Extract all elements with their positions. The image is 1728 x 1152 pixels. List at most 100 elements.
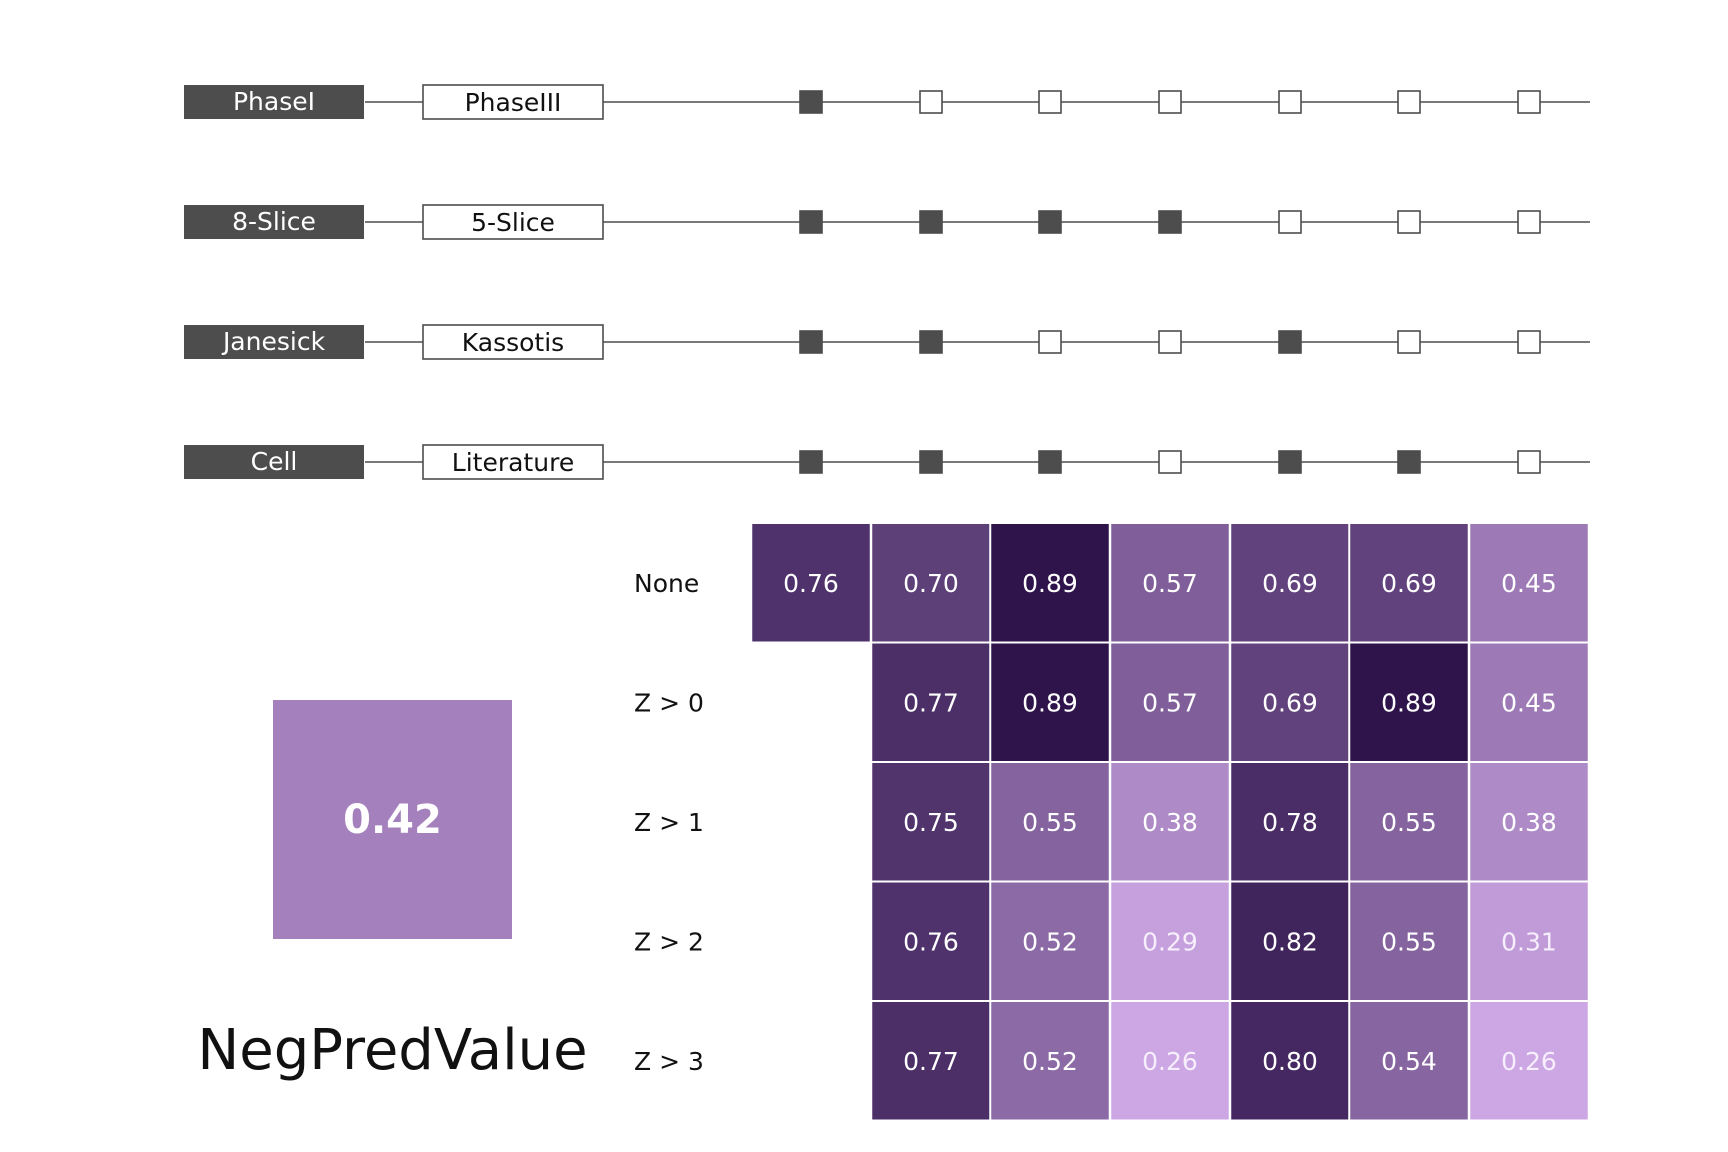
heatmap-cell-label: 0.26 [1142,1047,1198,1076]
heatmap-cell [1229,522,1351,644]
reference-value-label: 0.42 [343,796,442,843]
marker-empty [1517,330,1541,354]
heatmap-cell-label: 0.31 [1501,927,1557,956]
heatmap-cell-label: 0.69 [1381,569,1437,598]
setting-row: PhaseI PhaseIII [184,84,1590,120]
reference-value-box: 0.42 [273,700,512,939]
marker-empty [1397,90,1421,114]
setting-row: 8-Slice 5-Slice [184,204,1590,240]
heatmap-cell [1109,1000,1231,1122]
heatmap-cell [1109,641,1231,763]
heatmap-row-label: Z > 3 [634,1047,704,1076]
setting-left-box [184,205,364,239]
heatmap-cell-label: 0.52 [1022,1047,1078,1076]
setting-right-box [422,324,604,360]
heatmap-cell [1348,1000,1470,1122]
marker-empty [1397,330,1421,354]
heatmap-cell [1468,1000,1590,1122]
heatmap-cell-label: 0.77 [903,1047,959,1076]
heatmap-cell-label: 0.57 [1142,688,1198,717]
setting-left-label: Cell [251,447,298,476]
heatmap-cell [1109,761,1231,883]
marker-empty [1517,450,1541,474]
heatmap-row-label: None [634,569,699,598]
setting-right-box [422,84,604,120]
marker-filled [1278,450,1302,474]
setting-right-label: 5-Slice [471,208,555,237]
heatmap-cell [989,880,1111,1002]
setting-left-label: PhaseI [233,87,315,116]
heatmap-layer: None Z > 0 Z > 1 Z > 2 Z > 3 0.76 0.70 0.89 0.57… [634,522,1590,1122]
heatmap-cell-label: 0.57 [1142,569,1198,598]
heatmap-cell-label: 0.80 [1262,1047,1318,1076]
heatmap-cell-label: 0.78 [1262,808,1318,837]
heatmap-row-label: Z > 1 [634,808,704,837]
heatmap-cell-label: 0.55 [1381,808,1437,837]
heatmap-cell-label: 0.89 [1022,688,1078,717]
marker-filled [1278,330,1302,354]
heatmap-cell [1109,522,1231,644]
heatmap-cell-label: 0.52 [1022,927,1078,956]
heatmap-cell-label: 0.45 [1501,688,1557,717]
heatmap-cell-label: 0.69 [1262,688,1318,717]
heatmap-cell [1229,1000,1351,1122]
marker-filled [799,90,823,114]
setting-right-box [422,444,604,480]
heatmap-cell-label: 0.76 [783,569,839,598]
heatmap-cell-label: 0.70 [903,569,959,598]
setting-left-box [184,445,364,479]
marker-empty [1158,90,1182,114]
marker-empty [1278,210,1302,234]
marker-filled [799,210,823,234]
heatmap-cell-label: 0.77 [903,688,959,717]
heatmap-cell [1348,522,1470,644]
marker-filled [799,450,823,474]
heatmap-row-label: Z > 0 [634,688,704,717]
setting-right-label: PhaseIII [465,88,562,117]
heatmap-cell-label: 0.55 [1381,927,1437,956]
heatmap-cell [870,641,992,763]
heatmap-cell [870,761,992,883]
marker-filled [1038,210,1062,234]
marker-empty [1397,210,1421,234]
heatmap-cell-label: 0.54 [1381,1047,1437,1076]
marker-empty [1038,90,1062,114]
heatmap-row-label: Z > 2 [634,927,704,956]
marker-empty [919,90,943,114]
marker-filled [799,330,823,354]
heatmap-cell-label: 0.75 [903,808,959,837]
heatmap-cell [1348,641,1470,763]
setting-left-label: Janesick [221,327,326,356]
marker-empty [1158,330,1182,354]
marker-empty [1278,90,1302,114]
heatmap-cell-label: 0.55 [1022,808,1078,837]
heatmap-cell-label: 0.76 [903,927,959,956]
setting-left-box [184,325,364,359]
setting-right-label: Literature [452,448,574,477]
setting-right-box [422,204,604,240]
marker-filled [1158,210,1182,234]
heatmap-cell-label: 0.69 [1262,569,1318,598]
marker-empty [1517,210,1541,234]
heatmap-cell-label: 0.29 [1142,927,1198,956]
heatmap-cell-label: 0.38 [1501,808,1557,837]
setting-left-box [184,85,364,119]
settings-layer: PhaseI PhaseIII 8-Slice 5-Slice Janesick Kass… [184,84,1590,480]
setting-row: Janesick Kassotis [184,324,1590,360]
marker-empty [1158,450,1182,474]
heatmap-cell [989,641,1111,763]
marker-filled [1397,450,1421,474]
heatmap-cell-label: 0.82 [1262,927,1318,956]
heatmap-cell-label: 0.45 [1501,569,1557,598]
heatmap-cell [1229,880,1351,1002]
setting-row: Cell Literature [184,444,1590,480]
heatmap-cell [1468,522,1590,644]
marker-filled [1038,450,1062,474]
heatmap-cell [989,1000,1111,1122]
heatmap-cell-label: 0.89 [1381,688,1437,717]
setting-right-label: Kassotis [462,328,564,357]
setting-left-label: 8-Slice [232,207,316,236]
marker-filled [919,330,943,354]
heatmap-cell-label: 0.26 [1501,1047,1557,1076]
